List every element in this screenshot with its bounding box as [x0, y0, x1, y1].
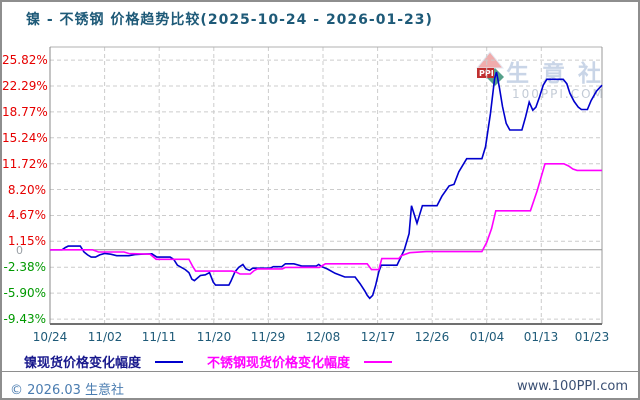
y-tick-label: 15.24% [2, 131, 48, 145]
y-tick-label: -2.38% [3, 260, 46, 274]
legend-label-stainless: 不锈钢现货价格变化幅度 [207, 356, 351, 371]
x-tick-label: 12/26 [414, 330, 450, 344]
chart-legend: 镍现货价格变化幅度 不锈钢现货价格变化幅度 [24, 352, 406, 371]
y-tick-label: 22.29% [2, 79, 48, 93]
y-tick-label: -5.90% [3, 286, 46, 300]
x-tick-label: 12/08 [305, 330, 341, 344]
y-tick-label: 11.72% [2, 157, 48, 171]
x-tick-label: 12/17 [360, 330, 396, 344]
y-tick-label: 8.20% [7, 183, 46, 197]
footer-divider [2, 371, 638, 372]
x-tick-label: 11/11 [141, 330, 177, 344]
x-tick-label: 01/04 [469, 330, 505, 344]
nickel-series-line [50, 71, 603, 300]
copyright-text: © 2026.03 生意社 [10, 383, 125, 398]
legend-line-nickel [155, 360, 184, 363]
footer-bar: © 2026.03 生意社 www.100PPI.com [2, 372, 638, 398]
y-tick-label: 25.82% [2, 53, 48, 67]
site-link[interactable]: www.100PPI.com [516, 379, 628, 394]
legend-label-nickel: 镍现货价格变化幅度 [24, 356, 142, 371]
legend-line-stainless [364, 360, 393, 363]
x-tick-label: 01/23 [574, 330, 610, 344]
y-tick-label: 4.67% [7, 208, 46, 222]
chart-title: 镍 - 不锈钢 价格趋势比较(2025-10-24 - 2026-01-23) [26, 12, 433, 28]
x-tick-label: 11/02 [87, 330, 123, 344]
y-tick-label: -9.43% [3, 312, 46, 326]
zero-axis-label: 0 [16, 244, 23, 257]
stainless-series-line [50, 163, 602, 275]
x-tick-label: 11/29 [250, 330, 286, 344]
y-tick-label: 18.77% [2, 105, 48, 119]
y-tick-label: 1.15% [7, 234, 46, 248]
x-tick-label: 10/24 [32, 330, 68, 344]
x-tick-label: 11/20 [196, 330, 232, 344]
x-tick-label: 01/13 [523, 330, 559, 344]
